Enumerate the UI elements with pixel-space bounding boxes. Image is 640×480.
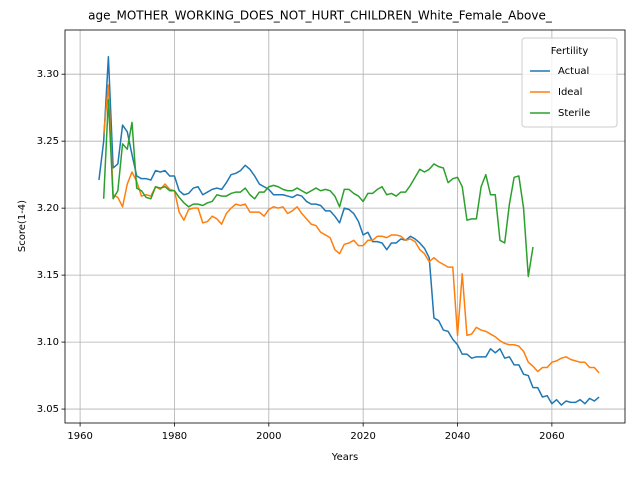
y-tick-label: 3.10 — [37, 337, 59, 348]
y-tick-label: 3.05 — [37, 404, 59, 415]
legend: Fertility Actual Ideal Sterile — [521, 37, 618, 128]
y-tick-label: 3.20 — [37, 203, 59, 214]
legend-label: Ideal — [558, 87, 582, 98]
data-line — [102, 98, 534, 278]
x-tick-label: 2020 — [350, 431, 375, 442]
x-tick-label: 2060 — [539, 431, 564, 442]
y-axis-label: Score(1-4) — [17, 200, 28, 252]
y-tick-label: 3.30 — [37, 69, 59, 80]
legend-label: Sterile — [558, 108, 590, 119]
x-tick-label: 2040 — [445, 431, 470, 442]
x-axis-label: Years — [331, 452, 358, 463]
plot-frame — [64, 29, 626, 424]
x-tick-label: 2000 — [256, 431, 281, 442]
legend-label: Actual — [558, 66, 589, 77]
data-line — [98, 56, 600, 406]
y-tick-label: 3.25 — [37, 136, 59, 147]
legend-box — [521, 37, 618, 128]
x-tick-label: 1980 — [162, 431, 187, 442]
x-tick-label: 1960 — [67, 431, 92, 442]
chart-title: age_MOTHER_WORKING_DOES_NOT_HURT_CHILDRE… — [88, 9, 553, 23]
y-tick-label: 3.15 — [37, 270, 59, 281]
legend-title: Fertility — [551, 46, 589, 57]
data-line — [102, 84, 600, 374]
